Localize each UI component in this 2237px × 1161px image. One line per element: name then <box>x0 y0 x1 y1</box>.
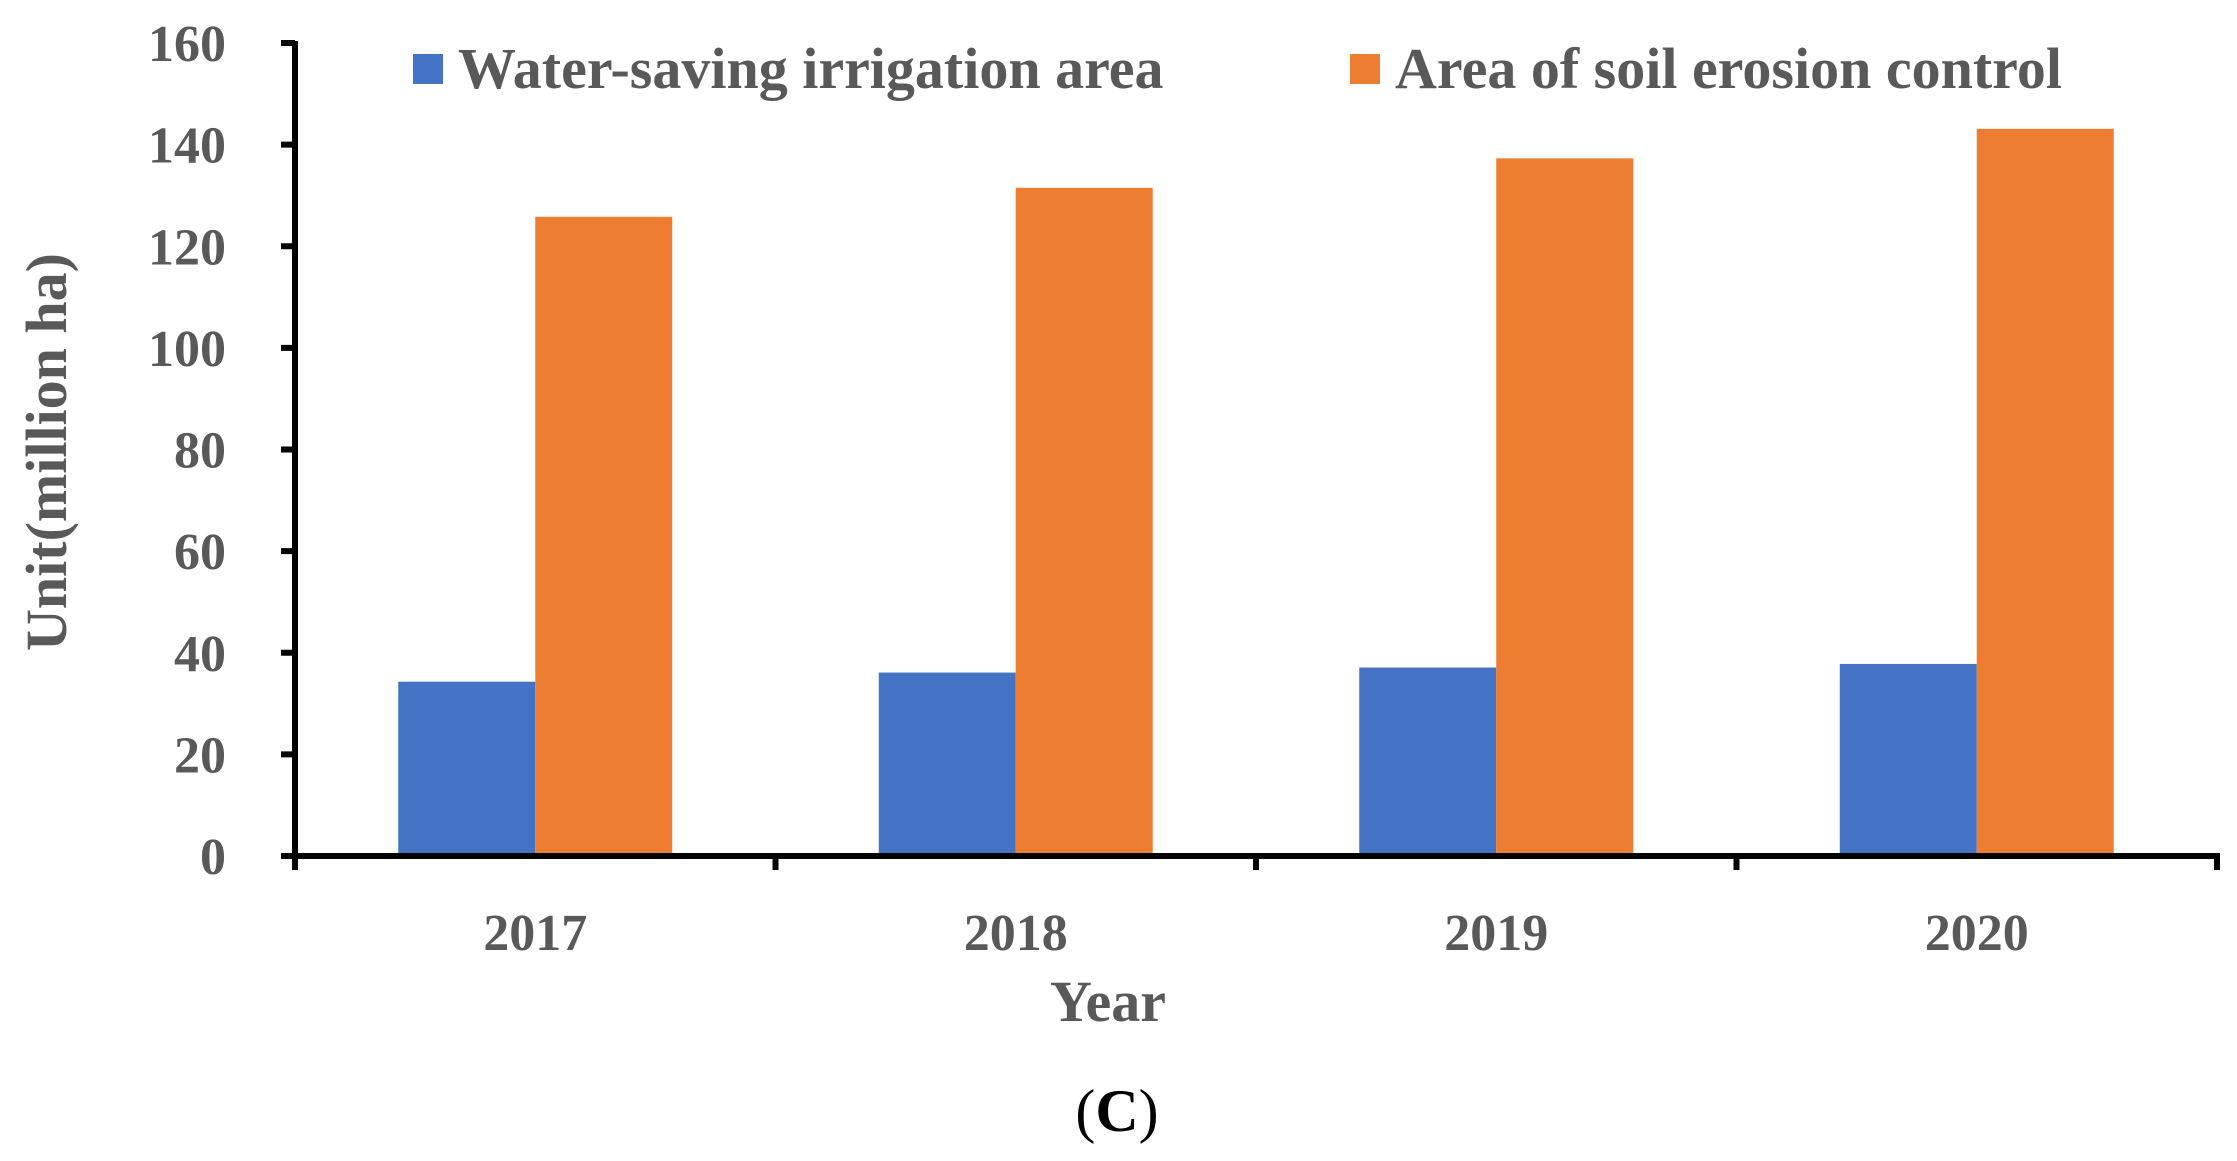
y-tick-label-60: 60 <box>174 524 226 581</box>
bar-irrigation-2017 <box>398 681 536 856</box>
legend-label-irrigation: Water-saving irrigation area <box>458 36 1164 101</box>
y-tick-label-40: 40 <box>174 626 226 683</box>
legend-swatch-irrigation <box>413 54 443 84</box>
legend-label-erosion: Area of soil erosion control <box>1395 36 2062 101</box>
bar-irrigation-2019 <box>1359 667 1497 856</box>
panel-label-close: ) <box>1139 1078 1159 1144</box>
y-axis-title: Unit(million ha) <box>14 253 79 651</box>
panel-label: (C) <box>1075 1078 1158 1144</box>
y-tick-label-0: 0 <box>200 829 226 886</box>
axes-layer <box>281 40 2220 870</box>
panel-label-letter: C <box>1095 1078 1138 1144</box>
y-tick-label-20: 20 <box>174 727 226 784</box>
x-tick-label-2020: 2020 <box>1925 905 2029 962</box>
legend: Water-saving irrigation area Area of soil… <box>413 36 2062 101</box>
x-tick-label-2019: 2019 <box>1444 905 1548 962</box>
x-axis-title: Year <box>1050 969 1166 1034</box>
y-tick-label-80: 80 <box>174 423 226 480</box>
y-tick-label-120: 120 <box>148 219 226 276</box>
bar-erosion-2020 <box>1976 128 2114 857</box>
x-tick-label-2018: 2018 <box>964 905 1068 962</box>
legend-swatch-erosion <box>1350 54 1380 84</box>
y-tick-label-160: 160 <box>148 16 226 73</box>
panel-label-open: ( <box>1075 1078 1095 1144</box>
bar-irrigation-2020 <box>1839 663 1977 856</box>
tick-labels-layer: 0 20 40 60 80 100 120 140 160 2017 2018 2019 2020 <box>148 16 2029 962</box>
bars-layer <box>398 128 2114 857</box>
y-tick-label-100: 100 <box>148 321 226 378</box>
bar-erosion-2017 <box>535 216 673 856</box>
bar-erosion-2018 <box>1015 187 1153 857</box>
y-tick-label-140: 140 <box>148 118 226 175</box>
x-tick-label-2017: 2017 <box>483 905 587 962</box>
bar-erosion-2019 <box>1496 158 1634 857</box>
bar-irrigation-2018 <box>878 672 1016 856</box>
